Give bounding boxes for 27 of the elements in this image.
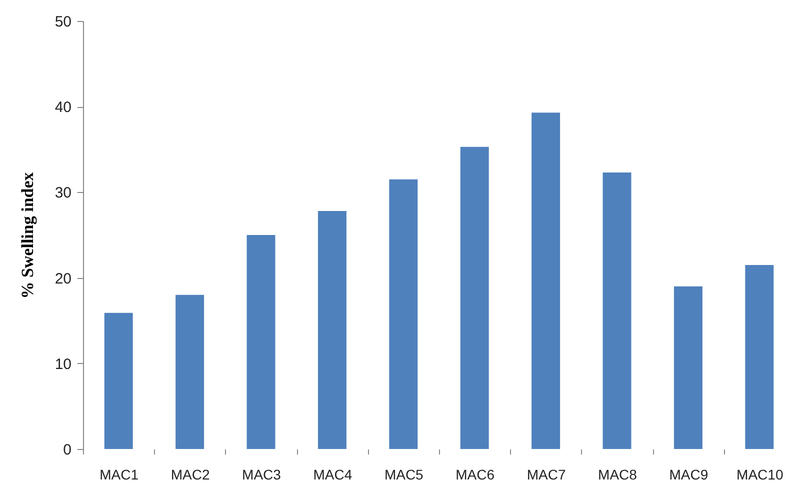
bar [389,179,418,449]
x-tick-label: MAC9 [669,466,708,482]
y-tick-label: 40 [54,99,72,116]
bar [176,294,204,449]
bar [745,264,774,449]
x-tick-label: MAC6 [456,466,495,482]
bar [318,211,346,449]
bar [602,172,632,449]
y-tick-label: 10 [54,356,72,373]
x-tick-label: MAC7 [526,466,566,482]
x-tick-label: MAC10 [736,466,784,482]
x-tick-label: MAC5 [384,466,424,482]
x-tick-label: MAC8 [598,466,638,482]
y-tick-label: 30 [54,184,72,202]
x-tick-label: MAC1 [100,466,139,482]
x-tick-label: MAC4 [313,466,352,482]
y-tick-label: 0 [63,442,72,458]
bar [104,312,133,449]
bar [532,112,560,449]
bar [674,286,702,449]
bar [460,146,489,449]
y-axis-title: % Swelling index [18,172,37,299]
y-tick-label: 50 [54,14,72,30]
x-tick-label: MAC2 [170,466,210,482]
y-tick-label: 20 [54,270,72,288]
bar [246,235,276,449]
x-tick-label: MAC3 [242,466,282,482]
